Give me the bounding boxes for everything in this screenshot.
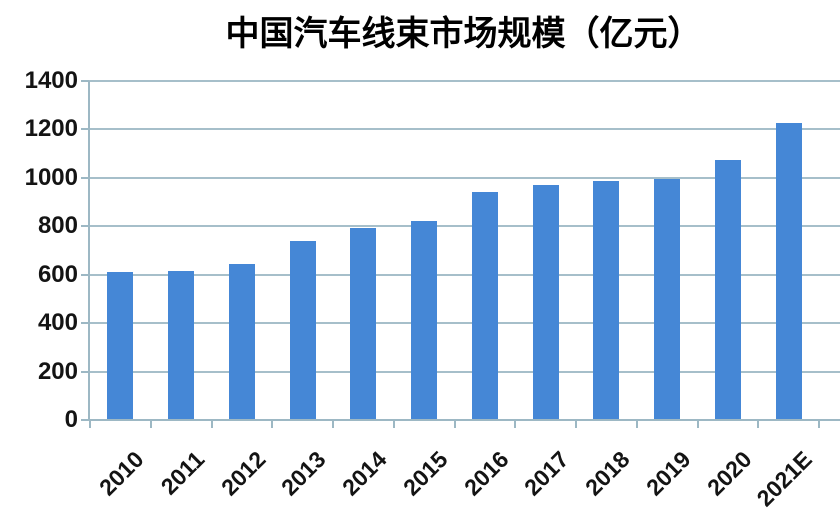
x-tick-label-2012: 2012 [215, 446, 271, 501]
y-axis-tick [81, 225, 89, 228]
gridline [89, 322, 840, 325]
y-tick-label: 0 [64, 406, 78, 433]
x-axis-tick [392, 420, 395, 428]
y-axis-tick [81, 419, 89, 421]
gridline [89, 128, 840, 131]
bar-2012 [228, 263, 255, 420]
y-axis [88, 81, 90, 421]
y-tick-label: 200 [37, 357, 78, 385]
x-axis-tick [149, 420, 152, 428]
gridline [89, 176, 840, 179]
bar-2018 [593, 181, 620, 420]
bar-2017 [532, 185, 559, 420]
y-axis-tick [81, 176, 89, 179]
bar-2020 [714, 159, 741, 420]
x-axis-tick [271, 420, 274, 428]
y-tick-label: 400 [37, 309, 78, 337]
chart-title: 中国汽车线束市场规模（亿元） [225, 15, 702, 53]
x-axis-tick [453, 420, 456, 428]
bar-2021E [775, 122, 802, 420]
y-tick-label: 800 [37, 212, 78, 240]
gridline [89, 273, 840, 276]
bar-2019 [654, 178, 681, 420]
x-tick-label-2011: 2011 [155, 446, 210, 500]
y-tick-label: 1400 [24, 67, 78, 94]
gridline [89, 80, 840, 82]
x-axis-tick [696, 420, 699, 428]
x-tick-label-2014: 2014 [337, 446, 392, 501]
x-axis-tick [818, 420, 820, 428]
x-tick-label-2010: 2010 [94, 446, 149, 501]
y-axis-tick [81, 128, 89, 131]
bar-2014 [350, 227, 377, 420]
x-axis-tick [89, 420, 91, 428]
x-tick-label-2017: 2017 [519, 446, 575, 501]
x-tick-label-2018: 2018 [580, 446, 635, 501]
y-axis-tick [81, 273, 89, 276]
y-tick-label: 600 [37, 260, 78, 288]
x-tick-label-2015: 2015 [397, 446, 453, 501]
bar-2015 [411, 221, 438, 420]
x-axis-tick [332, 420, 334, 428]
bar-2011 [168, 270, 195, 420]
bar-2016 [471, 192, 498, 420]
y-axis-tick [81, 370, 89, 373]
bar-2013 [289, 240, 316, 420]
y-axis-tick [81, 322, 89, 325]
x-tick-label-2013: 2013 [276, 446, 332, 501]
x-axis-tick [575, 420, 577, 428]
x-axis-tick [210, 420, 213, 428]
gridline [89, 225, 840, 228]
x-tick-label-2019: 2019 [640, 446, 696, 501]
x-axis-tick [757, 420, 760, 428]
bar-2010 [107, 272, 134, 420]
x-axis-tick [635, 420, 638, 428]
y-tick-label: 1000 [24, 163, 78, 191]
gridline [89, 370, 840, 373]
y-tick-label: 1200 [24, 115, 78, 143]
x-tick-label-2020: 2020 [701, 446, 757, 501]
x-tick-label-2021E: 2021E [751, 446, 818, 512]
y-axis-tick [81, 80, 89, 82]
x-axis [89, 419, 840, 421]
x-tick-label-2016: 2016 [458, 446, 514, 501]
x-axis-tick [514, 420, 517, 428]
